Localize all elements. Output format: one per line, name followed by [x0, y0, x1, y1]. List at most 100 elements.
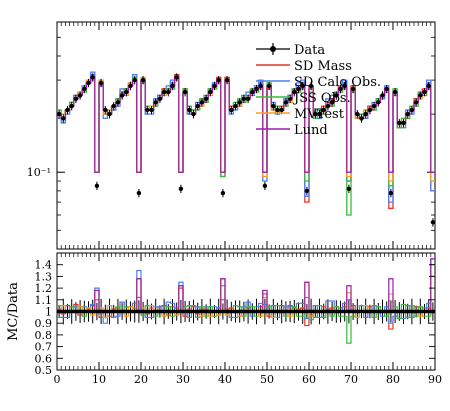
- data-point: [300, 83, 305, 89]
- data-point: [140, 77, 146, 83]
- legend-lund-label: Lund: [294, 123, 328, 138]
- data-point: [271, 103, 276, 109]
- legend-sd-calo-obs-label: SD Calo Obs.: [294, 75, 381, 90]
- data-point: [182, 89, 188, 95]
- data-point: [342, 83, 347, 89]
- data-point: [233, 103, 238, 109]
- ratio-y-tick-label: 0.7: [35, 341, 53, 354]
- data-point: [161, 89, 167, 95]
- data-point: [69, 103, 74, 109]
- x-tick-label: 50: [260, 373, 274, 386]
- data-point: [103, 107, 108, 113]
- ratio-y-tick-label: 1: [45, 306, 52, 319]
- data-point: [384, 86, 389, 92]
- ratio-y-tick-label: 0.6: [35, 352, 53, 365]
- ratio-y-axis-label: MC/Data: [6, 282, 21, 341]
- x-tick-label: 60: [302, 373, 316, 386]
- x-tick-label: 10: [92, 373, 106, 386]
- main-frame: [56, 21, 436, 250]
- legend-data-label: Data: [294, 43, 325, 58]
- data-point: [224, 77, 230, 83]
- data-point: [132, 77, 137, 83]
- data-point: [413, 100, 419, 105]
- data-point: [107, 111, 112, 117]
- data-point: [250, 89, 255, 95]
- data-point: [355, 111, 360, 117]
- data-point: [397, 120, 402, 126]
- data-point: [136, 190, 142, 196]
- data-point: [174, 75, 179, 80]
- data-point: [401, 120, 406, 126]
- data-point: [430, 220, 436, 225]
- data-point: [191, 111, 196, 117]
- data-point: [296, 86, 301, 92]
- data-point: [149, 107, 154, 113]
- ratio-panel: 0 10 20 30 40 50 60 70 80 900.50.60.70.80.911.11.…: [6, 22, 442, 386]
- data-point: [195, 103, 200, 109]
- x-tick-label: 70: [344, 373, 358, 386]
- ratio-y-tick-label: 0.5: [35, 364, 53, 377]
- data-point: [82, 86, 87, 92]
- data-point: [166, 89, 171, 95]
- data-point: [199, 100, 205, 105]
- ratio-y-tick-label: 1.4: [35, 259, 53, 272]
- data-point: [376, 100, 381, 105]
- legend-sd-mass-label: SD Mass: [294, 59, 352, 74]
- data-point: [346, 186, 352, 192]
- data-point: [90, 75, 95, 80]
- data-point: [111, 103, 116, 109]
- ratio-series-sd-calo-obs: [57, 258, 435, 324]
- data-point: [56, 111, 62, 117]
- x-tick-label: 20: [134, 373, 148, 386]
- series-jss-obs: [57, 76, 435, 216]
- ratio-y-tick-label: 1.3: [35, 270, 53, 283]
- data-point: [229, 107, 234, 113]
- y-tick-label: 10⁻¹: [27, 166, 51, 179]
- data-point: [418, 93, 423, 98]
- data-point: [367, 107, 373, 113]
- ratio-y-tick-label: 0.8: [35, 329, 53, 342]
- ratio-series-jss-obs: [57, 264, 435, 344]
- x-tick-label: 80: [386, 373, 400, 386]
- data-point: [208, 89, 213, 95]
- data-point: [170, 83, 175, 89]
- data-point: [308, 83, 314, 89]
- x-tick-label: 90: [428, 373, 442, 386]
- data-point: [178, 186, 184, 192]
- data-point: [283, 100, 289, 105]
- legend-jss-obs-label: JSS Obs.: [292, 91, 351, 106]
- data-point: [409, 107, 415, 113]
- data-point: [292, 89, 297, 95]
- data-point: [363, 111, 368, 117]
- data-point: [350, 86, 356, 92]
- ratio-y-tick-label: 1.1: [35, 294, 53, 307]
- data-point: [94, 183, 100, 189]
- data-point: [73, 96, 79, 102]
- data-point: [380, 93, 385, 98]
- data-point: [119, 93, 125, 98]
- data-point: [220, 190, 226, 196]
- data-point: [359, 116, 364, 121]
- data-point: [405, 111, 410, 117]
- legend-data-marker: [270, 46, 276, 52]
- data-point: [313, 111, 318, 117]
- data-point: [61, 116, 66, 121]
- x-tick-label: 30: [176, 373, 190, 386]
- data-point: [65, 107, 70, 113]
- data-point: [212, 83, 217, 89]
- data-point: [317, 111, 322, 117]
- data-point: [329, 100, 335, 105]
- main-panel: 10⁻¹: [27, 21, 436, 370]
- data-point: [334, 93, 339, 98]
- data-point: [153, 100, 158, 105]
- x-tick-label: 40: [218, 373, 232, 386]
- data-point: [422, 89, 427, 95]
- x-tick-label: 0: [54, 373, 61, 386]
- data-point: [245, 96, 251, 102]
- data-point: [279, 107, 284, 113]
- data-point: [216, 77, 221, 83]
- data-point: [266, 83, 272, 89]
- ratio-y-tick-label: 1.2: [35, 282, 53, 295]
